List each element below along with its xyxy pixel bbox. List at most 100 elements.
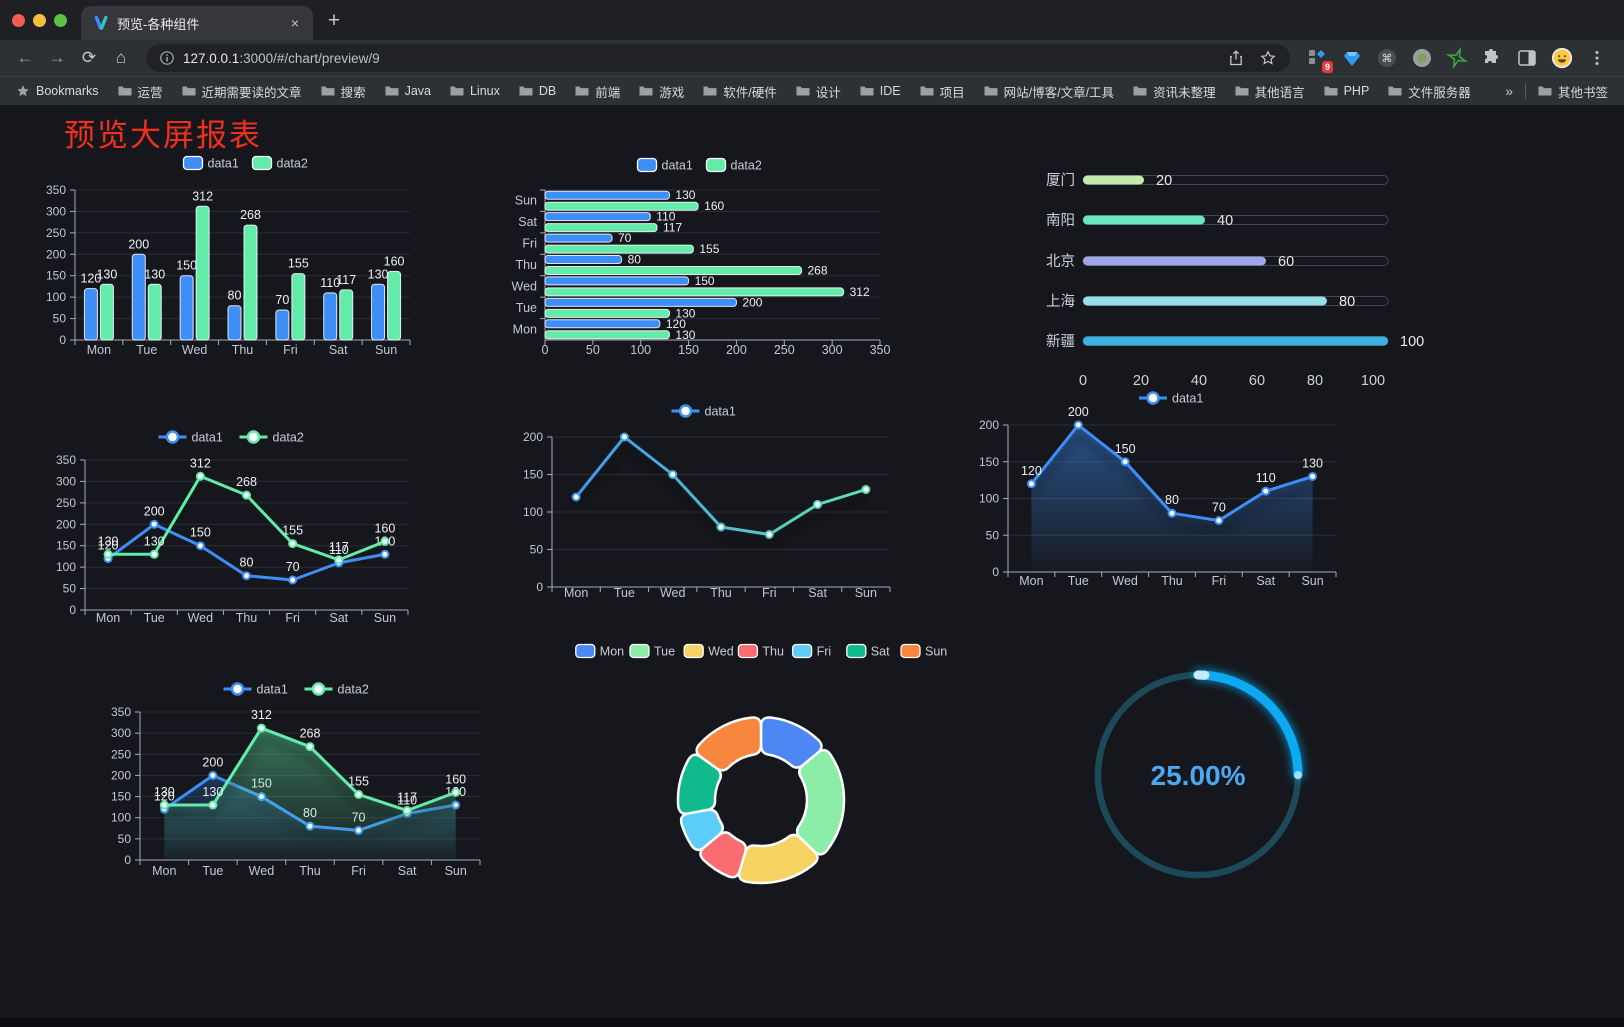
svg-text:312: 312: [251, 708, 272, 722]
menu-kebab-icon[interactable]: [1586, 47, 1608, 69]
svg-text:Mon: Mon: [152, 864, 176, 878]
bookmark-item[interactable]: PHP: [1324, 82, 1369, 101]
svg-text:200: 200: [144, 504, 165, 518]
bookmark-item[interactable]: 项目: [920, 82, 965, 101]
url-path: :3000/#/chart/preview/9: [239, 50, 380, 66]
command-extension-icon[interactable]: ⌘: [1376, 47, 1398, 69]
bottom-strip: [0, 1018, 1624, 1027]
bookmark-item[interactable]: IDE: [860, 82, 901, 101]
svg-text:Fri: Fri: [762, 586, 777, 600]
folder-icon: [860, 86, 874, 96]
url-text[interactable]: 127.0.0.1:3000/#/chart/preview/9: [183, 51, 380, 66]
svg-text:南阳: 南阳: [1046, 212, 1075, 229]
record-extension-icon[interactable]: [1411, 47, 1433, 69]
bookmark-star-icon[interactable]: [1260, 50, 1276, 66]
svg-text:80: 80: [1307, 373, 1323, 389]
svg-text:80: 80: [228, 289, 242, 303]
svg-text:150: 150: [979, 455, 999, 469]
extension-grid-icon[interactable]: 9: [1306, 47, 1333, 73]
svg-text:40: 40: [1191, 373, 1207, 389]
new-tab-button[interactable]: +: [327, 9, 341, 32]
profile-avatar[interactable]: [1551, 47, 1573, 69]
svg-text:80: 80: [1339, 294, 1355, 310]
bookmark-item[interactable]: Java: [385, 82, 431, 101]
svg-text:Mon: Mon: [513, 322, 537, 336]
svg-text:350: 350: [46, 183, 66, 197]
svg-text:117: 117: [663, 221, 682, 235]
bookmark-item[interactable]: 搜索: [321, 82, 366, 101]
svg-text:130: 130: [202, 785, 223, 799]
minimize-window-button[interactable]: [33, 13, 46, 27]
sidebar-toggle-icon[interactable]: [1516, 47, 1538, 69]
svg-text:Tue: Tue: [136, 343, 157, 357]
chart-area-two-series: data1 data2 0 50 100 150 200 250 300 350 Mon Tue Wed…: [111, 682, 481, 878]
close-window-button[interactable]: [12, 13, 25, 27]
bookmark-item[interactable]: 游戏: [639, 82, 684, 101]
folder-icon: [519, 86, 533, 96]
svg-text:Sat: Sat: [808, 586, 827, 600]
zoom-window-button[interactable]: [54, 13, 67, 27]
browser-tab[interactable]: 预览-各种组件 ×: [81, 6, 313, 40]
svg-text:250: 250: [774, 343, 795, 357]
svg-text:160: 160: [704, 199, 724, 213]
svg-text:100: 100: [1361, 373, 1385, 389]
gem-extension-icon[interactable]: [1341, 47, 1363, 69]
svg-text:120: 120: [666, 317, 686, 331]
site-info-icon[interactable]: [160, 51, 174, 65]
bookmark-item[interactable]: 网站/博客/文章/工具: [984, 82, 1114, 101]
forward-icon[interactable]: →: [48, 48, 66, 67]
bookmark-item[interactable]: 前端: [575, 82, 620, 101]
bookmark-item[interactable]: DB: [519, 82, 556, 101]
chart-grouped-bar-vertical: data1 data2 0 50 100 150 200 250 300 350 Mon Tue Wed…: [46, 155, 411, 357]
share-icon[interactable]: [1228, 50, 1244, 66]
donut-slice-Tue: [795, 748, 846, 856]
bookmark-item[interactable]: 资讯未整理: [1133, 82, 1216, 101]
svg-text:155: 155: [699, 242, 719, 256]
folder-icon: [450, 86, 464, 96]
bookmark-item[interactable]: 其他语言: [1235, 82, 1305, 101]
bookmark-label: Bookmarks: [36, 84, 99, 98]
home-icon[interactable]: ⌂: [115, 48, 127, 67]
svg-text:Fri: Fri: [522, 237, 537, 251]
svg-text:Tue: Tue: [516, 301, 537, 315]
folder-icon: [984, 86, 998, 96]
bookmarks-overflow-chevron[interactable]: »: [1505, 83, 1513, 99]
svg-text:130: 130: [675, 188, 695, 202]
svg-text:70: 70: [275, 293, 289, 307]
bookmark-label: IDE: [879, 84, 901, 98]
svg-text:Thu: Thu: [710, 586, 732, 600]
bookmark-item[interactable]: 近期需要读的文章: [182, 82, 302, 101]
bookmark-item[interactable]: 软件/硬件: [703, 82, 777, 101]
svg-text:60: 60: [1278, 254, 1294, 270]
svg-text:Sun: Sun: [925, 645, 947, 659]
svg-text:data1: data1: [208, 157, 239, 171]
svg-text:25.00%: 25.00%: [1151, 760, 1246, 791]
svg-text:Wed: Wed: [182, 343, 208, 357]
other-bookmarks-item[interactable]: 其他书签: [1538, 82, 1608, 101]
bookmark-item[interactable]: 文件服务器: [1388, 82, 1471, 101]
svg-text:Thu: Thu: [515, 258, 537, 272]
svg-text:268: 268: [300, 727, 321, 741]
bookmarks-manager-item[interactable]: Bookmarks: [16, 84, 99, 98]
reload-icon[interactable]: ⟳: [81, 48, 97, 67]
tab-strip: 预览-各种组件 × +: [0, 0, 1624, 40]
svg-text:0: 0: [1079, 373, 1087, 389]
svg-text:150: 150: [190, 526, 211, 540]
svg-text:Wed: Wed: [249, 864, 275, 878]
address-bar[interactable]: 127.0.0.1:3000/#/chart/preview/9: [146, 44, 1290, 72]
bookmark-item[interactable]: 设计: [796, 82, 841, 101]
bookmark-label: 游戏: [659, 85, 685, 100]
svg-text:200: 200: [726, 343, 747, 357]
bookmark-item[interactable]: 运营: [118, 82, 163, 101]
back-icon[interactable]: ←: [16, 48, 34, 67]
bookmarks-bar: Bookmarks 运营 近期需要读的文章 搜索 Java Linux DB 前端 游戏 软件/…: [0, 76, 1624, 105]
svg-text:110: 110: [656, 210, 675, 224]
extensions-puzzle-icon[interactable]: [1481, 47, 1503, 69]
green-star-extension-icon[interactable]: [1446, 47, 1468, 69]
tab-close-icon[interactable]: ×: [290, 15, 299, 31]
bookmark-item[interactable]: Linux: [450, 82, 500, 101]
svg-text:70: 70: [1212, 501, 1226, 515]
svg-text:100: 100: [111, 811, 131, 825]
svg-text:Mon: Mon: [564, 586, 588, 600]
svg-text:0: 0: [542, 343, 549, 357]
